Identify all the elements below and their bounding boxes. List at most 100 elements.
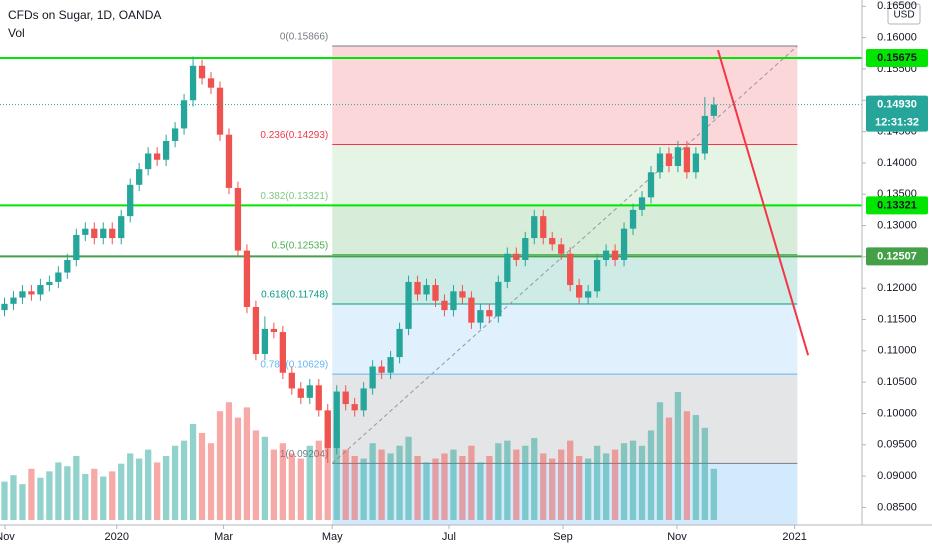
candle-body [423,285,430,295]
price-badge-label: 0.15675 [877,52,917,64]
candle-body [1,303,8,311]
volume-bar [459,456,466,520]
y-tick-label: 0.11500 [878,313,917,325]
volume-bar [306,445,313,520]
volume-bar [692,415,700,520]
fib-zone [332,144,798,206]
candle-body [674,147,682,167]
x-tick-label: Jul [442,531,456,543]
price-badge-label: 0.13321 [877,199,917,211]
volume-label: Vol [8,26,25,40]
y-tick-label: 0.11000 [878,345,917,357]
volume-bar [414,456,421,520]
candle-body [270,328,278,333]
volume-bar [701,427,709,520]
y-tick-label: 0.10000 [877,407,917,419]
y-tick-label: 0.09000 [877,470,917,482]
candle-body [692,153,700,173]
volume-bar [504,440,511,520]
candle-body [576,285,583,298]
candle-body [584,291,592,298]
volume-bar [91,468,98,520]
currency[interactable]: USD [893,10,914,21]
volume-bar [432,458,439,520]
volume-bar [37,477,44,520]
candle-body [602,250,610,260]
fib-label: 1(0.09204) [280,449,328,460]
candle-body [387,357,394,373]
volume-bar [378,449,385,520]
fib-zone [332,45,798,145]
candle-body [495,281,502,317]
volume-bar [710,468,717,520]
volume-bar [288,453,295,520]
candle-body [405,281,412,329]
candle-body [55,272,62,282]
candle-body [82,228,89,235]
volume-bar [531,438,538,520]
candle-body [342,391,349,405]
x-tick-label: Mar [214,531,233,543]
candle-body [459,291,466,298]
candle-body [540,216,547,239]
volume-bar [522,445,529,520]
volume-bar [683,411,691,520]
volume-bar [584,458,592,520]
countdown: 12:31:32 [875,117,919,129]
volume-bar [180,440,188,520]
candle-body [333,391,340,448]
volume-bar [261,436,269,520]
volume-bar [162,456,170,520]
candle-body [504,253,511,282]
candle-body [162,140,170,160]
volume-bar [216,411,224,520]
volume-bar [297,458,304,520]
candle-body [279,332,286,373]
fib-trend [331,45,798,464]
candle-body [288,372,295,389]
candle-body [180,100,188,129]
candle-body [351,404,358,411]
x-tick-label: 2021 [782,531,806,543]
volume-bar [468,445,475,520]
volume-bar [540,453,547,520]
candle-body [225,134,233,188]
candle-body [243,250,251,307]
volume-bar [665,417,673,520]
fib-label: 0(0.15866) [280,32,328,43]
candle-body [396,328,403,358]
volume-bar [19,484,26,520]
x-tick-label: May [322,531,343,543]
y-tick-label: 0.16500 [877,0,917,12]
volume-bar [100,476,107,520]
fib-label: 0.5(0.12535) [272,240,329,251]
volume-bar [270,449,278,520]
candle-body [629,209,637,229]
volume-bar [342,449,349,520]
candle-body [360,388,367,411]
candle-body [468,297,475,323]
candle-body [252,306,260,354]
y-tick-label: 0.12000 [877,282,917,294]
candle-body [441,300,448,311]
volume-bar [243,407,251,520]
y-tick-label: 0.13000 [877,219,917,231]
volume-bar [55,462,62,520]
candle-body [611,250,619,260]
volume-bar [450,449,457,520]
volume-bar [171,445,179,520]
volume-bar [324,411,331,520]
candle-body [486,310,493,317]
candle-body [450,291,457,311]
volume-bar [576,456,583,520]
volume-bar [225,402,233,520]
volume-bar [109,471,116,520]
candle-body [73,234,80,260]
candle-body [207,78,215,88]
currency-box[interactable] [887,3,921,25]
volume-bar [198,432,206,520]
volume-bar [486,456,493,520]
volume-bar [234,417,242,520]
